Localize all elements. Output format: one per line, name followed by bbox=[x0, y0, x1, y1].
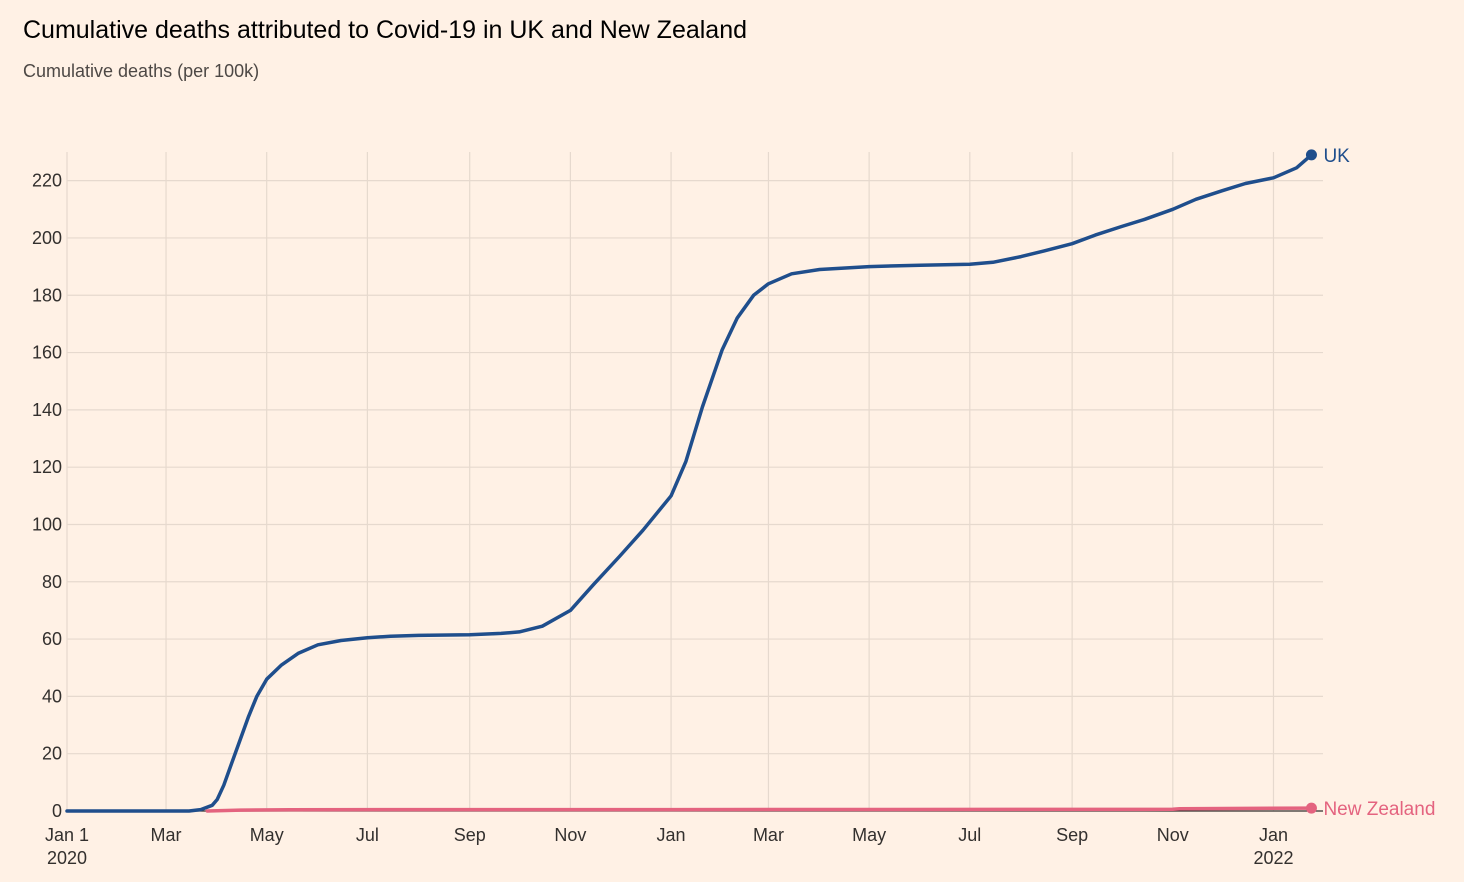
x-tick-label: May bbox=[852, 825, 886, 845]
x-axis-tick-labels: Jan 1 2020 Mar May Jul Sep Nov Jan Mar May Jul Sep N… bbox=[45, 825, 1294, 868]
series-line-uk bbox=[65, 153, 1314, 813]
x-tick-label: Nov bbox=[554, 825, 586, 845]
x-tick-label: Mar bbox=[753, 825, 784, 845]
y-tick-label: 220 bbox=[32, 171, 62, 191]
x-tick-label: Jul bbox=[356, 825, 379, 845]
y-axis-tick-labels: 0 20 40 60 80 100 120 140 160 180 200 220 bbox=[32, 171, 62, 821]
chart-title: Cumulative deaths attributed to Covid-19… bbox=[23, 16, 748, 44]
y-tick-label: 100 bbox=[32, 514, 62, 534]
y-tick-label: 40 bbox=[42, 686, 62, 706]
series-label: UK bbox=[1323, 146, 1350, 167]
y-tick-label: 160 bbox=[32, 343, 62, 363]
x-tick-label: Mar bbox=[151, 825, 182, 845]
series-label: New Zealand bbox=[1323, 799, 1435, 820]
x-tick-label: Nov bbox=[1157, 825, 1189, 845]
x-tick-label: Sep bbox=[1056, 825, 1088, 845]
x-tick-year-label: 2022 bbox=[1253, 848, 1293, 868]
x-tick-label: Sep bbox=[454, 825, 486, 845]
x-tick-label: Jan 1 bbox=[45, 825, 89, 845]
y-tick-label: 80 bbox=[42, 572, 62, 592]
y-tick-label: 140 bbox=[32, 400, 62, 420]
y-tick-label: 0 bbox=[52, 801, 62, 821]
series-lines bbox=[65, 153, 1314, 813]
x-tick-year-label: 2020 bbox=[47, 848, 87, 868]
x-tick-label: Jan bbox=[1259, 825, 1288, 845]
y-tick-label: 20 bbox=[42, 744, 62, 764]
y-tick-label: 180 bbox=[32, 285, 62, 305]
x-tick-label: Jul bbox=[958, 825, 981, 845]
y-tick-label: 200 bbox=[32, 228, 62, 248]
x-tick-label: May bbox=[250, 825, 284, 845]
vertical-gridlines bbox=[66, 152, 1275, 811]
series-end-dot bbox=[1305, 802, 1317, 814]
chart-subtitle: Cumulative deaths (per 100k) bbox=[23, 61, 260, 81]
series-line-new-zealand bbox=[205, 806, 1314, 813]
y-tick-label: 120 bbox=[32, 457, 62, 477]
y-tick-label: 60 bbox=[42, 629, 62, 649]
x-tick-label: Jan bbox=[657, 825, 686, 845]
series-end-markers: UK New Zealand bbox=[1305, 146, 1435, 820]
horizontal-gridlines bbox=[67, 180, 1323, 812]
series-end-dot bbox=[1305, 149, 1317, 161]
